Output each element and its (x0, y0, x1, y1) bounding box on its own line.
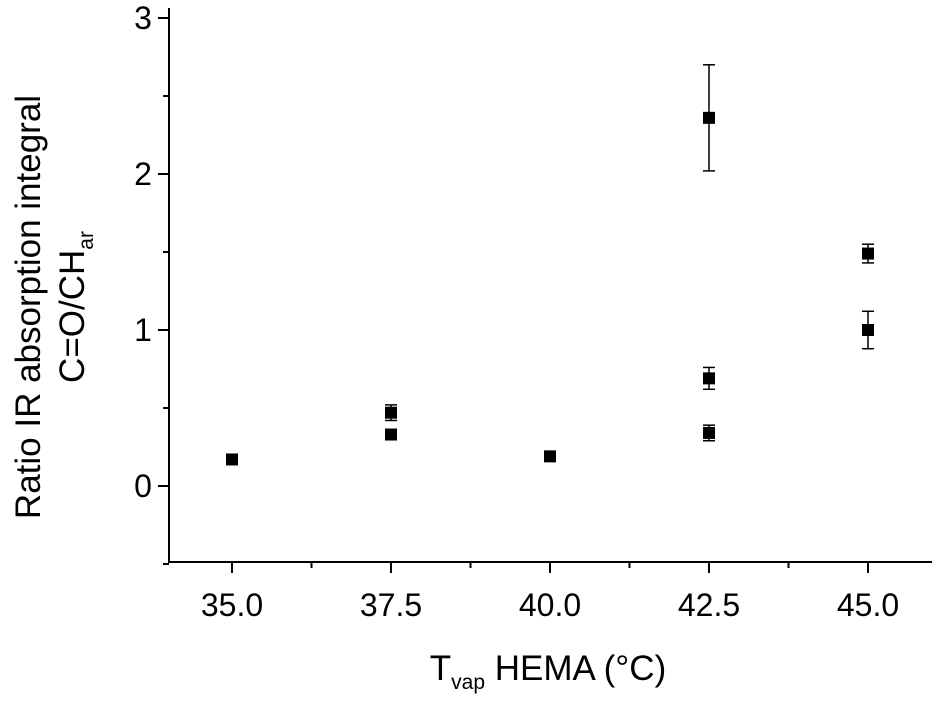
data-point-marker (226, 453, 238, 466)
data-point-group (703, 64, 715, 172)
y-tick-label: 0 (134, 468, 152, 504)
data-point-marker (703, 111, 715, 124)
data-point-group (385, 428, 397, 441)
data-point-marker (862, 247, 874, 260)
y-tick-label: 1 (134, 312, 152, 348)
data-point-group (226, 453, 238, 466)
axes (168, 8, 932, 563)
x-tick-label: 35.0 (201, 587, 263, 623)
y-axis-title-line2: C=O/CHar (53, 231, 98, 383)
data-points (226, 64, 874, 466)
y-tick-label: 2 (134, 156, 152, 192)
data-point-group (385, 404, 397, 422)
x-axis-title: Tvap HEMA (°C) (430, 649, 666, 694)
y-axis-title: Ratio IR absorption integral C=O/CHar (9, 95, 98, 519)
y-tick-label: 3 (134, 0, 152, 36)
data-point-group (703, 424, 715, 442)
data-point-group (862, 310, 874, 350)
x-tick-label: 45.0 (837, 587, 899, 623)
data-point-group (703, 366, 715, 391)
ticks: 35.0 37.5 40.0 42.5 45.0 0 1 2 3 (134, 0, 899, 623)
data-point-marker (385, 428, 397, 441)
data-point-group (862, 243, 874, 264)
data-point-marker (703, 426, 715, 439)
x-tick-label: 37.5 (360, 587, 422, 623)
data-point-marker (862, 324, 874, 336)
y-axis-title-line1: Ratio IR absorption integral (9, 95, 48, 519)
data-point-marker (544, 450, 556, 463)
data-point-group (544, 450, 556, 463)
x-tick-label: 40.0 (519, 587, 581, 623)
data-point-marker (703, 372, 715, 385)
x-tick-label: 42.5 (678, 587, 740, 623)
data-point-marker (385, 406, 397, 419)
